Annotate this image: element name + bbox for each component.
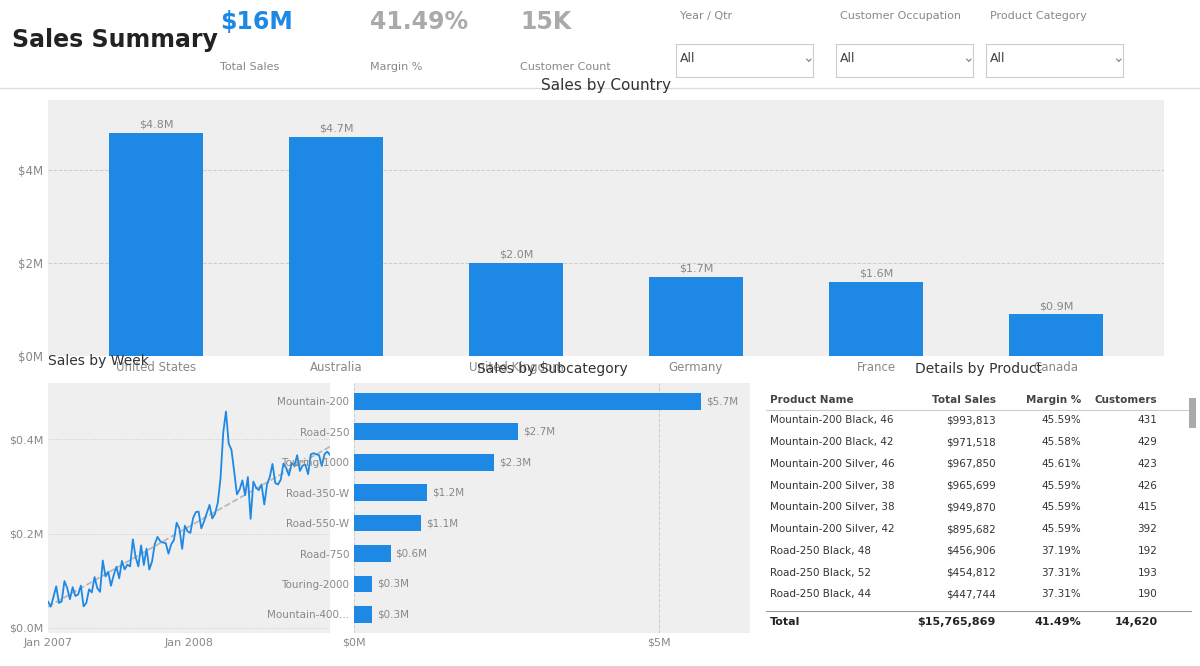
Bar: [354, 454, 494, 470]
Text: Total Sales: Total Sales: [931, 396, 996, 406]
Text: $4.7M: $4.7M: [319, 124, 353, 134]
Text: 37.31%: 37.31%: [1042, 567, 1081, 577]
Text: 41.49%: 41.49%: [1034, 617, 1081, 627]
Text: $15,765,869: $15,765,869: [917, 617, 996, 627]
Text: 426: 426: [1138, 481, 1158, 491]
Bar: [289, 137, 383, 356]
Text: 14,620: 14,620: [1115, 617, 1158, 627]
Text: $967,850: $967,850: [946, 459, 996, 469]
Text: Product Name: Product Name: [770, 396, 853, 406]
Text: Year / Qtr: Year / Qtr: [680, 11, 732, 21]
Text: 41.49%: 41.49%: [370, 11, 468, 35]
Text: Mountain-200 Silver, 46: Mountain-200 Silver, 46: [770, 459, 894, 469]
Text: 190: 190: [1138, 589, 1158, 599]
Text: 45.58%: 45.58%: [1042, 437, 1081, 447]
Bar: [354, 606, 372, 623]
Text: 37.31%: 37.31%: [1042, 589, 1081, 599]
FancyBboxPatch shape: [676, 44, 814, 77]
Text: All: All: [840, 52, 856, 65]
Text: 45.59%: 45.59%: [1042, 502, 1081, 512]
Text: Total Sales: Total Sales: [220, 63, 280, 73]
Text: Mountain-200 Silver, 38: Mountain-200 Silver, 38: [770, 502, 894, 512]
Text: 15K: 15K: [520, 11, 571, 35]
Text: $0.3M: $0.3M: [377, 609, 409, 619]
Text: ⌄: ⌄: [1112, 51, 1123, 65]
Text: 45.61%: 45.61%: [1042, 459, 1081, 469]
Text: $971,518: $971,518: [946, 437, 996, 447]
Text: Customers: Customers: [1094, 396, 1158, 406]
Text: 392: 392: [1138, 524, 1158, 534]
Text: $0.3M: $0.3M: [377, 579, 409, 589]
Text: Product Category: Product Category: [990, 11, 1087, 21]
Text: $447,744: $447,744: [946, 589, 996, 599]
Text: 45.59%: 45.59%: [1042, 524, 1081, 534]
Text: ⌄: ⌄: [962, 51, 973, 65]
Bar: [354, 575, 372, 592]
Text: $949,870: $949,870: [946, 502, 996, 512]
Bar: [829, 282, 923, 356]
Text: Road-250 Black, 44: Road-250 Black, 44: [770, 589, 871, 599]
Text: Road-250 Black, 52: Road-250 Black, 52: [770, 567, 871, 577]
FancyBboxPatch shape: [1189, 398, 1195, 428]
Bar: [354, 424, 518, 440]
Text: $1.2M: $1.2M: [432, 488, 464, 498]
Text: Mountain-200 Silver, 38: Mountain-200 Silver, 38: [770, 481, 894, 491]
Bar: [649, 277, 743, 356]
Bar: [354, 515, 421, 531]
Text: ⌄: ⌄: [802, 51, 814, 65]
Text: 37.19%: 37.19%: [1042, 546, 1081, 556]
Text: $1.6M: $1.6M: [859, 268, 893, 278]
Bar: [354, 393, 701, 410]
Text: Mountain-200 Silver, 42: Mountain-200 Silver, 42: [770, 524, 894, 534]
Text: Customer Occupation: Customer Occupation: [840, 11, 961, 21]
Text: $895,682: $895,682: [946, 524, 996, 534]
Text: $0.9M: $0.9M: [1039, 301, 1073, 311]
Title: Details by Product: Details by Product: [916, 362, 1042, 376]
Text: 45.59%: 45.59%: [1042, 481, 1081, 491]
Text: Sales Summary: Sales Summary: [12, 29, 218, 53]
Bar: [109, 133, 203, 356]
FancyBboxPatch shape: [986, 44, 1123, 77]
Text: $2.0M: $2.0M: [499, 250, 533, 260]
Text: Mountain-200 Black, 42: Mountain-200 Black, 42: [770, 437, 893, 447]
Text: 193: 193: [1138, 567, 1158, 577]
Text: Sales by Week: Sales by Week: [48, 354, 149, 368]
Text: $454,812: $454,812: [946, 567, 996, 577]
Title: Sales by Subcategory: Sales by Subcategory: [476, 362, 628, 376]
Text: All: All: [990, 52, 1006, 65]
Text: Customer Count: Customer Count: [520, 63, 611, 73]
Text: $0.6M: $0.6M: [396, 549, 427, 559]
Text: Margin %: Margin %: [370, 63, 422, 73]
Text: $1.1M: $1.1M: [426, 518, 458, 528]
Bar: [469, 263, 563, 356]
Text: 192: 192: [1138, 546, 1158, 556]
Bar: [1009, 314, 1103, 356]
Text: Margin %: Margin %: [1026, 396, 1081, 406]
Text: 415: 415: [1138, 502, 1158, 512]
Bar: [354, 484, 427, 501]
Text: $456,906: $456,906: [946, 546, 996, 556]
Text: All: All: [680, 52, 696, 65]
FancyBboxPatch shape: [836, 44, 973, 77]
Text: $1.7M: $1.7M: [679, 264, 713, 274]
Text: Mountain-200 Black, 46: Mountain-200 Black, 46: [770, 416, 893, 426]
Text: $993,813: $993,813: [946, 416, 996, 426]
Text: $5.7M: $5.7M: [706, 396, 738, 406]
Text: 423: 423: [1138, 459, 1158, 469]
Text: Road-250 Black, 48: Road-250 Black, 48: [770, 546, 871, 556]
Title: Sales by Country: Sales by Country: [541, 78, 671, 93]
Bar: [354, 545, 390, 562]
Text: 429: 429: [1138, 437, 1158, 447]
Text: 431: 431: [1138, 416, 1158, 426]
Text: Total: Total: [770, 617, 800, 627]
Text: $2.3M: $2.3M: [499, 457, 532, 467]
Text: $2.7M: $2.7M: [523, 427, 556, 437]
Text: $16M: $16M: [220, 11, 293, 35]
Text: $4.8M: $4.8M: [139, 119, 173, 129]
Text: $965,699: $965,699: [946, 481, 996, 491]
Text: 45.59%: 45.59%: [1042, 416, 1081, 426]
